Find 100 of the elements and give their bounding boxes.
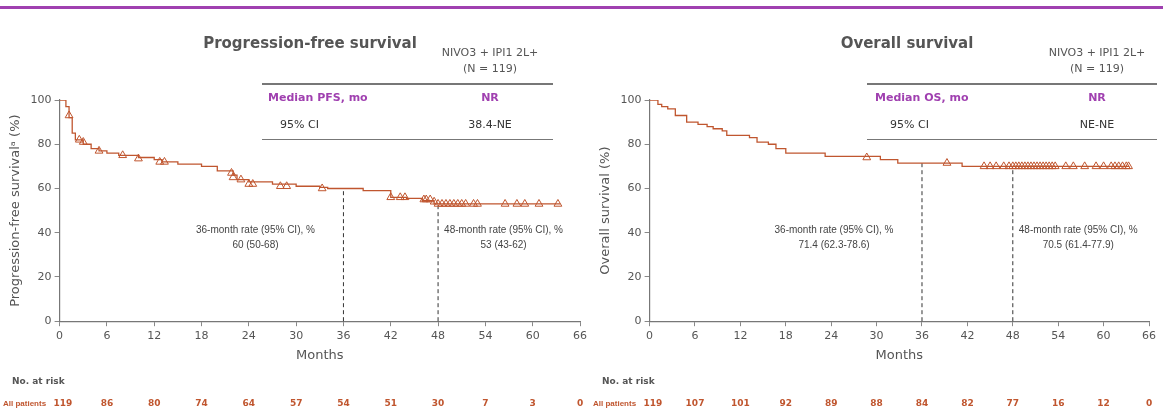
x-tick-label: 24 <box>824 328 839 342</box>
point <box>160 156 169 165</box>
text: (N = 119) <box>1069 62 1125 75</box>
x-tick-label: 24 <box>241 328 256 342</box>
point <box>1118 161 1127 170</box>
point <box>1008 161 1018 170</box>
point <box>317 183 327 192</box>
point <box>400 192 410 201</box>
x-tick-label: 66 <box>573 328 587 342</box>
y-axis-title: Progression-free survivalᵃ (%) <box>7 114 23 307</box>
y-tick-label: 80 <box>627 137 642 151</box>
text: 119 <box>643 398 663 409</box>
x-tick-label: 18 <box>194 328 209 342</box>
text: 80 <box>147 398 161 409</box>
x-tick-label: 54 <box>1051 328 1066 342</box>
point <box>453 198 463 207</box>
point <box>1023 161 1033 170</box>
text: 92 <box>779 398 793 409</box>
point <box>1041 161 1051 170</box>
text: 57 <box>289 398 303 409</box>
text: 64 <box>242 398 256 409</box>
annotation: NR <box>1088 90 1106 104</box>
x-tick-label: 36 <box>915 328 929 342</box>
x-tick-label: 0 <box>56 328 64 342</box>
x-tick-label: 0 <box>646 328 654 342</box>
point <box>461 198 471 207</box>
point <box>433 198 443 207</box>
text: 77 <box>1006 398 1020 409</box>
text: 30 <box>431 398 445 409</box>
point <box>118 150 128 159</box>
annotation: 95% CI <box>280 117 319 131</box>
point <box>473 198 482 207</box>
text: 88 <box>870 398 883 409</box>
point <box>1091 161 1101 170</box>
x-axis-title: Months <box>296 346 344 362</box>
point <box>1017 161 1027 170</box>
y-tick-label: 20 <box>37 269 52 283</box>
point <box>469 198 478 207</box>
x-tick-label: 36 <box>336 328 351 342</box>
x-tick-label: 42 <box>383 328 398 342</box>
text: 107 <box>685 398 705 409</box>
point <box>1106 161 1116 170</box>
y-tick-label: 80 <box>37 137 52 151</box>
text: 16 <box>1051 398 1065 409</box>
point <box>1124 161 1133 170</box>
text: 54 <box>337 398 350 409</box>
x-tick-label: 48 <box>1005 328 1020 342</box>
point <box>1121 161 1131 170</box>
text: No. at risk <box>12 376 66 387</box>
point <box>862 152 872 161</box>
annotation: Median PFS, mo <box>268 90 368 104</box>
text: 84 <box>915 398 929 409</box>
text: 74 <box>195 398 208 409</box>
y-tick-label: 20 <box>627 269 642 283</box>
text: 86 <box>100 398 114 409</box>
point <box>275 181 285 190</box>
text: 3 <box>529 398 536 409</box>
point <box>74 134 84 143</box>
point <box>457 198 467 207</box>
text: All patients <box>593 399 637 409</box>
point <box>1044 161 1054 170</box>
x-tick-label: 30 <box>869 328 884 342</box>
point <box>244 179 254 187</box>
point <box>1110 161 1120 170</box>
text: 51 <box>384 398 398 409</box>
point <box>942 158 952 166</box>
point <box>1035 161 1045 170</box>
point <box>1038 161 1048 170</box>
point <box>1047 161 1057 170</box>
y-tick-label: 0 <box>634 314 642 328</box>
x-tick-label: 48 <box>431 328 446 342</box>
ref-line-label: 48-month rate (95% CI), % 70.5 (61.4-77.9) <box>1018 223 1138 250</box>
point <box>445 198 455 207</box>
point <box>553 198 563 207</box>
text: NIVO3 + IPI1 2L+ <box>441 46 539 59</box>
x-tick-label: 6 <box>103 328 111 342</box>
point <box>386 192 396 201</box>
annotation: 38.4-NE <box>468 117 512 131</box>
point <box>441 198 451 207</box>
point <box>134 153 143 162</box>
y-tick-label: 40 <box>627 225 642 239</box>
point <box>999 161 1009 170</box>
point <box>437 198 447 207</box>
point <box>78 137 88 145</box>
x-tick-label: 54 <box>478 328 493 342</box>
point <box>449 198 459 207</box>
point <box>1026 161 1036 170</box>
point <box>282 181 292 190</box>
point <box>1050 161 1060 170</box>
point <box>1099 161 1108 170</box>
point <box>520 198 530 207</box>
point <box>1032 161 1042 170</box>
ref-line-label: 48-month rate (95% CI), % 53 (43-62) <box>444 223 564 250</box>
point <box>1011 161 1021 170</box>
text: 82 <box>961 398 974 409</box>
x-tick-label: 12 <box>733 328 748 342</box>
point <box>534 198 544 207</box>
point <box>1061 161 1071 170</box>
point <box>1114 161 1124 170</box>
annotation: NR <box>481 90 499 104</box>
